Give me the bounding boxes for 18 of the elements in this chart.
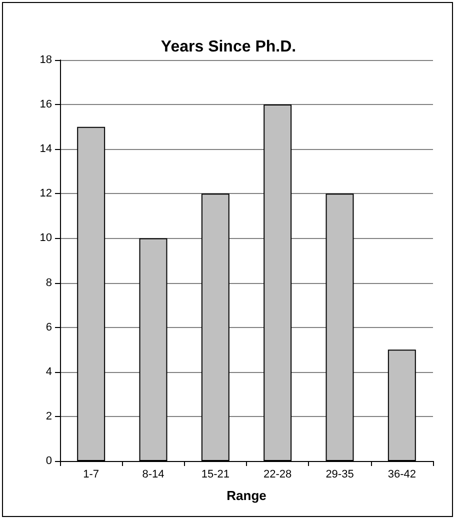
y-tick-label: 10	[40, 232, 52, 244]
x-tick-label: 15-21	[201, 468, 230, 480]
y-tick-label: 14	[40, 143, 52, 156]
x-tick-label: 8-14	[142, 468, 164, 480]
x-tick-label: 36-42	[388, 468, 416, 480]
y-tick-label: 2	[46, 410, 52, 422]
y-tick-label: 0	[46, 455, 52, 467]
y-tick-label: 8	[46, 276, 52, 289]
x-axis-title: Range	[226, 488, 266, 503]
x-tick-label: 22-28	[264, 468, 292, 480]
chart-title: Years Since Ph.D.	[160, 38, 296, 56]
y-tick-label: 16	[40, 98, 52, 111]
y-tick-label: 6	[46, 321, 52, 334]
x-tick-label: 29-35	[326, 468, 354, 480]
x-tick-label: 1-7	[83, 468, 100, 480]
y-tick-label: 4	[46, 366, 52, 378]
y-tick-label: 12	[40, 188, 52, 200]
y-tick-label: 18	[40, 54, 52, 66]
